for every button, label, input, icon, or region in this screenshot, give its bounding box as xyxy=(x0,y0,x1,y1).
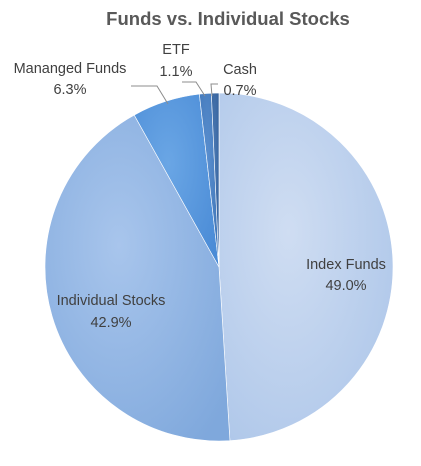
slice-label-individual-stocks: Individual Stocks xyxy=(57,293,166,309)
leader-lines xyxy=(131,81,218,105)
pie-slices xyxy=(44,92,394,442)
leader-line-cash xyxy=(210,83,218,97)
leader-line-managed-funds xyxy=(131,85,169,105)
slice-value-cash: 0.7% xyxy=(223,83,256,99)
leader-line-etf xyxy=(182,81,206,97)
slice-value-managed-funds: 6.3% xyxy=(53,82,86,98)
slice-label-cash: Cash xyxy=(223,62,257,78)
slice-label-managed-funds: Mananged Funds xyxy=(14,61,127,77)
slice-label-index-funds: Index Funds xyxy=(306,257,386,273)
chart-title: Funds vs. Individual Stocks xyxy=(106,8,350,29)
slice-value-individual-stocks: 42.9% xyxy=(90,315,131,331)
pie-slice-index-funds xyxy=(218,92,394,441)
slice-value-index-funds: 49.0% xyxy=(325,278,366,294)
slice-label-etf: ETF xyxy=(162,42,190,58)
slice-value-etf: 1.1% xyxy=(159,64,192,80)
pie-slice-individual-stocks xyxy=(44,114,231,442)
